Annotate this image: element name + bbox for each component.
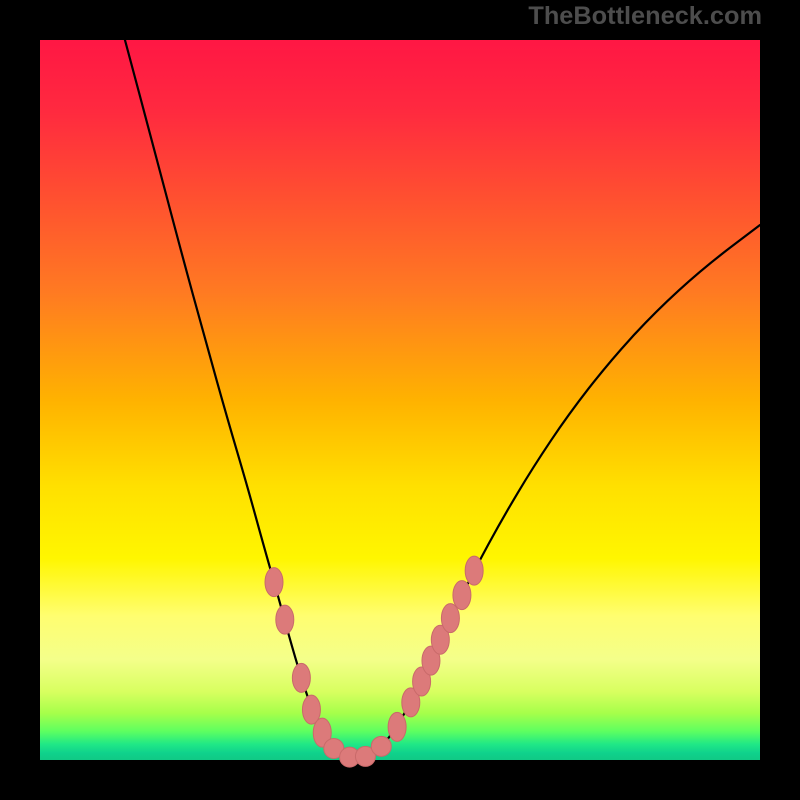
curve-marker — [465, 556, 483, 585]
curve-marker — [453, 581, 471, 610]
curve-marker — [276, 605, 294, 634]
curve-marker — [388, 712, 406, 741]
curve-marker — [441, 604, 459, 633]
curve-marker — [265, 568, 283, 597]
chart-stage: TheBottleneck.com — [0, 0, 800, 800]
curve-marker — [292, 663, 310, 692]
curve-layer — [0, 0, 800, 800]
curve-marker — [371, 736, 391, 756]
